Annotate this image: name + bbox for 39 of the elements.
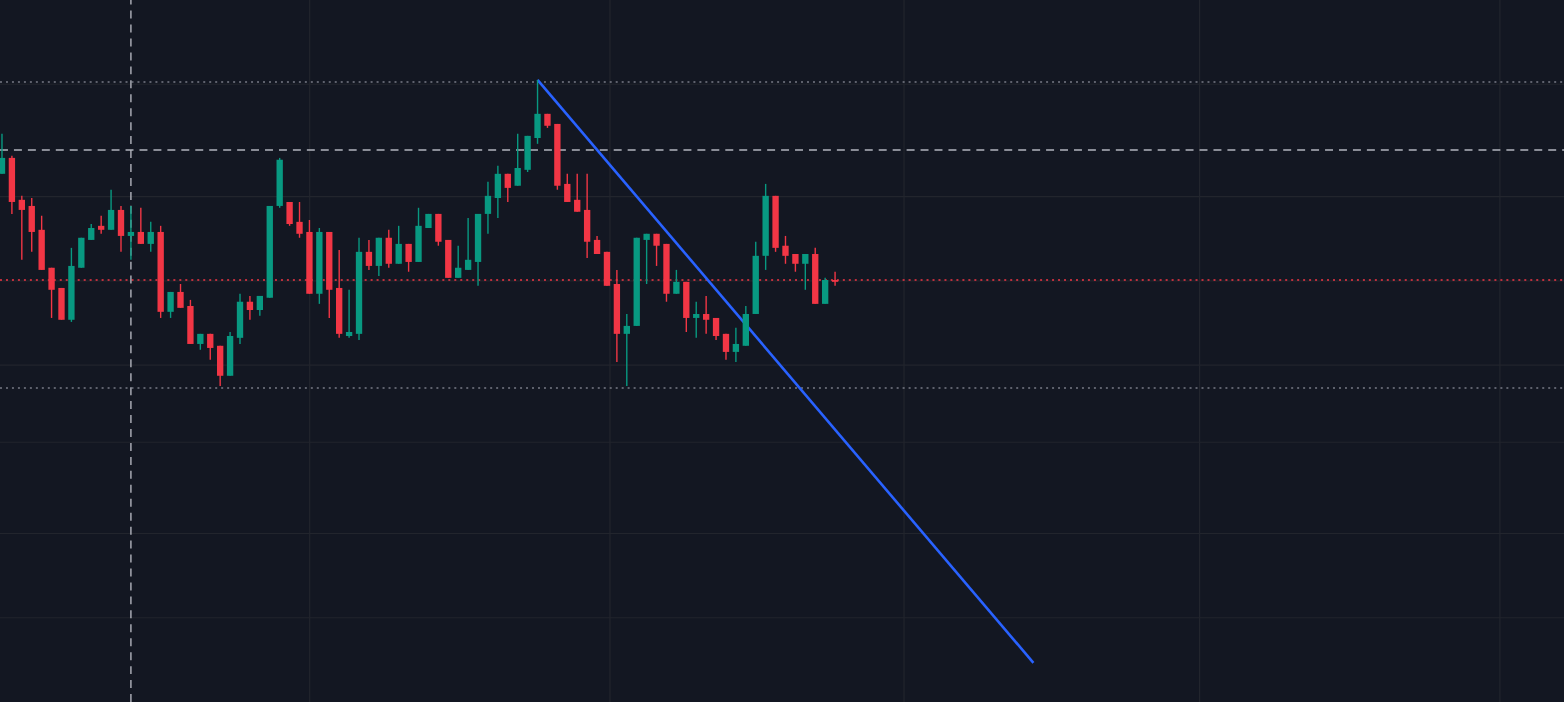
- candlestick: [455, 245, 462, 279]
- candlestick: [623, 313, 630, 387]
- candlestick: [504, 173, 511, 203]
- candlestick: [127, 205, 135, 261]
- candlestick: [226, 331, 234, 377]
- candlestick: [395, 225, 402, 265]
- candlestick: [742, 305, 749, 347]
- candlestick: [276, 157, 283, 209]
- candlestick: [583, 173, 591, 259]
- candlestick: [246, 295, 254, 321]
- candlestick: [207, 333, 214, 361]
- candlestick: [375, 237, 383, 277]
- candlestick: [593, 235, 601, 255]
- candlestick: [107, 189, 115, 231]
- candlestick: [693, 301, 700, 339]
- candlestick: [464, 217, 472, 271]
- candlestick: [137, 207, 145, 245]
- candlestick: [167, 291, 174, 319]
- candlestick: [821, 277, 829, 305]
- candlestick: [147, 221, 154, 253]
- candlestick: [574, 173, 581, 213]
- candlestick: [802, 253, 809, 291]
- candlestick: [8, 155, 16, 215]
- candlestick: [702, 295, 710, 335]
- candlestick: [365, 239, 373, 271]
- candlestick: [345, 289, 353, 339]
- candlestick: [117, 205, 125, 253]
- candlestick: [236, 293, 244, 345]
- candlestick: [494, 165, 502, 219]
- candlestick: [732, 327, 740, 363]
- candlestick: [217, 345, 224, 387]
- candlestick: [18, 195, 25, 261]
- candlestick: [484, 181, 492, 235]
- candlestick: [405, 243, 412, 273]
- candlestick: [673, 269, 680, 295]
- candlestick: [722, 333, 730, 361]
- candlestick: [385, 229, 392, 269]
- candlestick: [97, 215, 105, 235]
- candlestick: [0, 133, 6, 175]
